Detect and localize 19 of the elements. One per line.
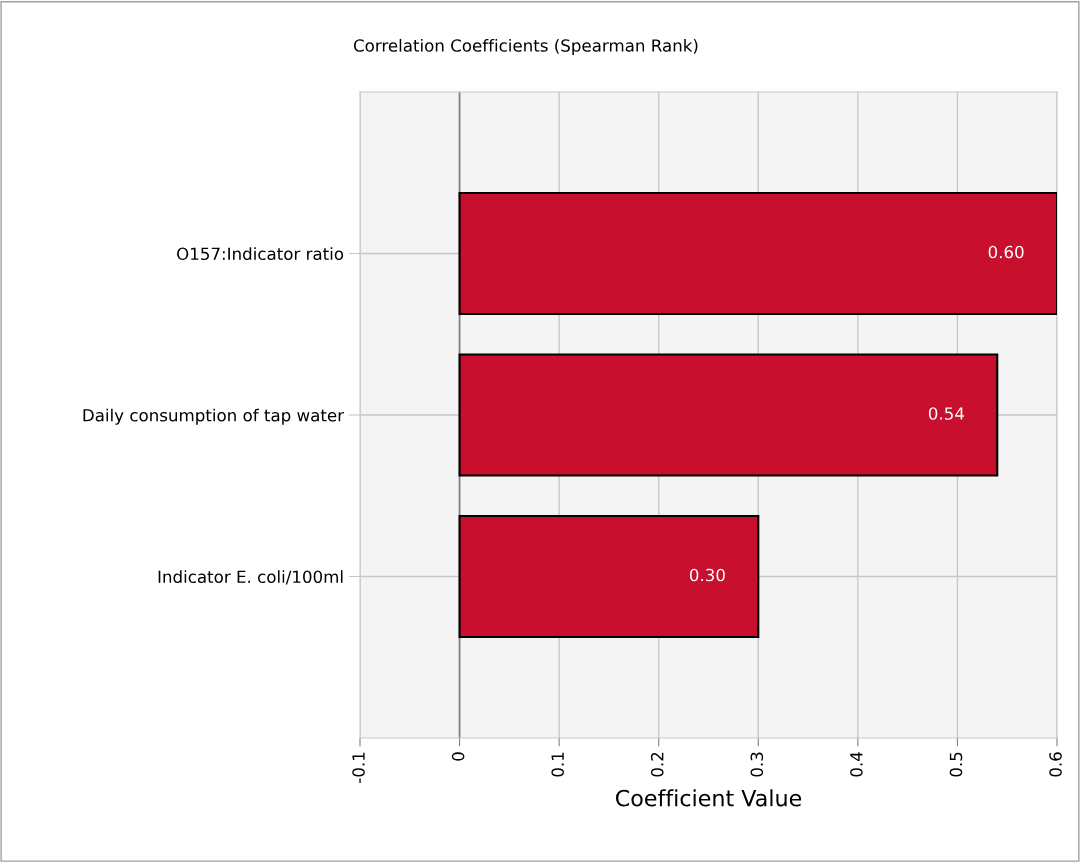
- x-tick-label: 0.4: [850, 752, 863, 777]
- chart-title: Correlation Coefficients (Spearman Rank): [353, 38, 698, 56]
- x-tick-label: 0.6: [1049, 752, 1062, 777]
- data-label: 0.60: [988, 245, 1024, 259]
- bar: [458, 353, 999, 477]
- x-tick-label: 0.5: [949, 752, 963, 777]
- bar: [458, 514, 760, 639]
- y-tick-label: Indicator E. coli/100ml: [158, 570, 343, 585]
- bar: [458, 191, 1057, 316]
- x-axis-title: Coefficient Value: [615, 789, 802, 807]
- x-tick-label: -0.1: [352, 752, 365, 783]
- data-label: 0.30: [689, 568, 725, 582]
- x-tick-label: 0.3: [750, 752, 764, 777]
- x-tick-label: 0.2: [650, 752, 664, 777]
- x-tick-label: 0: [451, 752, 465, 761]
- x-tick-label: 0.1: [551, 752, 564, 777]
- y-tick-label: Daily consumption of tap water: [83, 408, 345, 425]
- data-label: 0.54: [928, 407, 964, 420]
- y-tick-label: O157:Indicator ratio: [177, 247, 344, 261]
